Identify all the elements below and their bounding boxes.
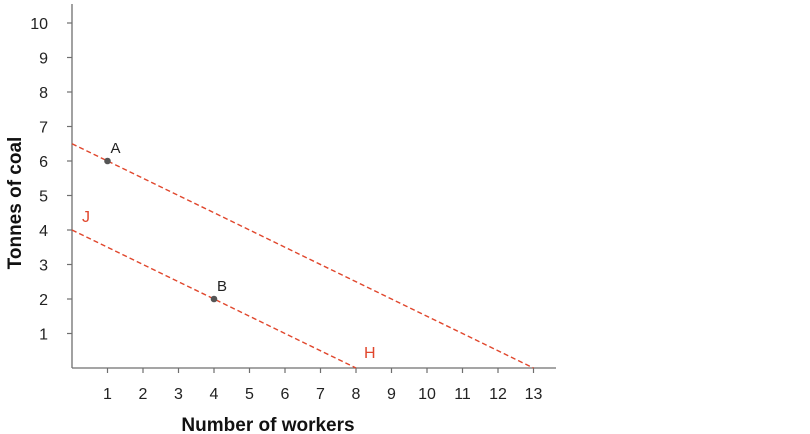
y-tick-label: 10 bbox=[30, 16, 48, 33]
series-line-2 bbox=[71, 229, 357, 369]
x-tick-label: 4 bbox=[210, 386, 219, 403]
x-tick-label: 7 bbox=[316, 386, 325, 403]
point-label-a: A bbox=[111, 140, 121, 157]
x-tick-label: 5 bbox=[245, 386, 254, 403]
x-tick-label: 13 bbox=[525, 386, 543, 403]
y-tick-label: 1 bbox=[39, 327, 48, 344]
y-tick-label: 7 bbox=[39, 120, 48, 137]
line-label-j: J bbox=[82, 209, 90, 226]
y-tick-label: 8 bbox=[39, 85, 48, 102]
series-lines bbox=[71, 143, 534, 369]
y-tick-label: 6 bbox=[39, 154, 48, 171]
x-tick-label: 12 bbox=[489, 386, 507, 403]
x-ticks: 1 2 3 4 5 6 7 8 9 10 11 12 13 bbox=[103, 368, 543, 403]
point-b bbox=[210, 295, 218, 303]
x-tick-label: 11 bbox=[454, 386, 471, 403]
axes bbox=[71, 4, 556, 369]
x-tick-label: 10 bbox=[418, 386, 436, 403]
point-label-b: B bbox=[217, 278, 227, 295]
x-axis-title: Number of workers bbox=[181, 415, 354, 434]
data-points: AB bbox=[104, 140, 227, 303]
y-tick-label: 9 bbox=[39, 51, 48, 68]
point-a bbox=[104, 157, 111, 165]
x-tick-label: 1 bbox=[103, 386, 112, 403]
x-tick-label: 8 bbox=[352, 386, 361, 403]
x-tick-label: 6 bbox=[281, 386, 290, 403]
y-ticks: 1 2 3 4 5 6 7 8 9 10 bbox=[30, 16, 72, 344]
x-tick-label: 9 bbox=[387, 386, 396, 403]
x-tick-label: 3 bbox=[174, 386, 183, 403]
series-line-1 bbox=[71, 143, 534, 369]
line-label-h: H bbox=[364, 345, 376, 362]
y-tick-label: 4 bbox=[39, 223, 48, 240]
y-tick-label: 5 bbox=[39, 189, 48, 206]
y-tick-label: 3 bbox=[39, 258, 48, 275]
y-tick-label: 2 bbox=[39, 292, 48, 309]
line-end-labels: JH bbox=[82, 209, 376, 362]
y-axis-title: Tonnes of coal bbox=[5, 137, 26, 270]
x-tick-label: 2 bbox=[139, 386, 148, 403]
